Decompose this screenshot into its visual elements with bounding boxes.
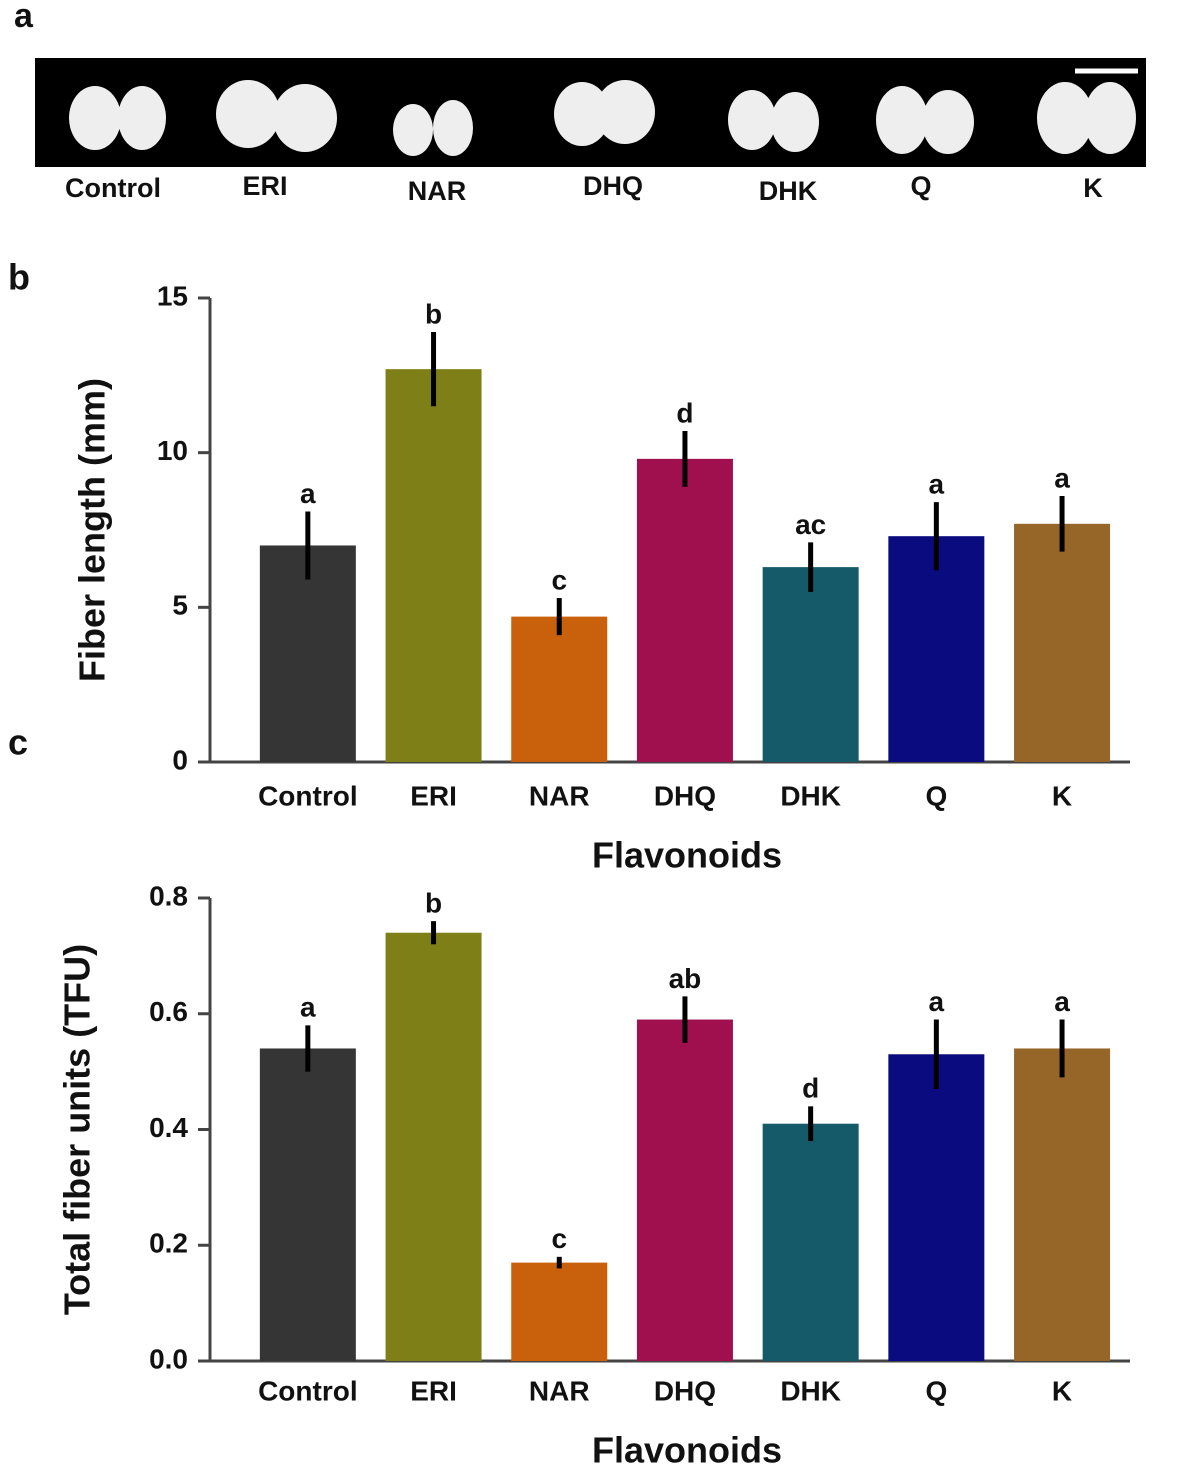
significance-letter: d (676, 397, 693, 428)
x-tick-label: NAR (529, 1375, 590, 1406)
x-tick-label: Control (258, 780, 358, 811)
y-tick-label: 0.2 (149, 1228, 188, 1259)
bar (259, 1048, 356, 1361)
x-tick-label: K (1052, 1375, 1072, 1406)
x-tick-label: Control (258, 1375, 358, 1406)
significance-letter: b (425, 298, 442, 329)
photo-label: ERI (242, 171, 287, 201)
bar (762, 1123, 859, 1361)
y-tick-label: 15 (157, 280, 188, 311)
bar (511, 616, 608, 762)
photo-label: Q (910, 171, 931, 201)
x-tick-label: K (1052, 780, 1072, 811)
x-tick-label: Q (925, 780, 947, 811)
bar (762, 567, 859, 762)
bar (385, 932, 482, 1361)
significance-letter: a (1054, 986, 1070, 1017)
bar (1014, 523, 1111, 762)
bar (1014, 1048, 1111, 1361)
bar (888, 1054, 985, 1361)
y-tick-label: 0.6 (149, 996, 188, 1027)
bar (385, 369, 482, 762)
bar (636, 1019, 733, 1361)
x-tick-label: DHQ (654, 1375, 716, 1406)
panel-label: b (8, 257, 30, 298)
x-axis-title: Flavonoids (592, 835, 782, 876)
x-tick-label: DHK (780, 1375, 841, 1406)
y-tick-label: 0.8 (149, 880, 188, 911)
photo-label: Control (65, 173, 161, 203)
significance-letter: d (802, 1073, 819, 1104)
x-tick-label: ERI (410, 780, 457, 811)
bar (636, 458, 733, 762)
significance-letter: a (929, 986, 945, 1017)
photo-label: DHQ (583, 171, 643, 201)
x-tick-label: DHK (780, 780, 841, 811)
x-axis-title: Flavonoids (592, 1430, 782, 1471)
photo-label: DHK (759, 176, 818, 206)
y-tick-label: 0.4 (149, 1112, 188, 1143)
significance-letter: a (300, 478, 316, 509)
cotton-samples (69, 80, 1136, 156)
y-tick-label: 10 (157, 435, 188, 466)
y-axis-title: Fiber length (mm) (72, 378, 113, 682)
x-tick-label: ERI (410, 1375, 457, 1406)
x-tick-label: DHQ (654, 780, 716, 811)
x-tick-label: NAR (529, 780, 590, 811)
photo-label: NAR (408, 176, 467, 206)
significance-letter: b (425, 888, 442, 919)
bar (511, 1262, 608, 1361)
panel-label: a (14, 0, 34, 35)
panel-label: c (8, 722, 28, 763)
bar (259, 545, 356, 762)
significance-letter: ac (795, 509, 826, 540)
significance-letter: a (929, 469, 945, 500)
significance-letter: a (300, 992, 316, 1023)
significance-letter: a (1054, 462, 1070, 493)
significance-letter: c (551, 564, 567, 595)
bar (888, 536, 985, 762)
photo-label: K (1083, 173, 1103, 203)
significance-letter: ab (669, 963, 702, 994)
y-tick-label: 0.0 (149, 1343, 188, 1374)
y-axis-title: Total fiber units (TFU) (57, 944, 98, 1315)
significance-letter: c (551, 1223, 567, 1254)
y-tick-label: 5 (172, 590, 188, 621)
y-tick-label: 0 (172, 744, 188, 775)
x-tick-label: Q (925, 1375, 947, 1406)
